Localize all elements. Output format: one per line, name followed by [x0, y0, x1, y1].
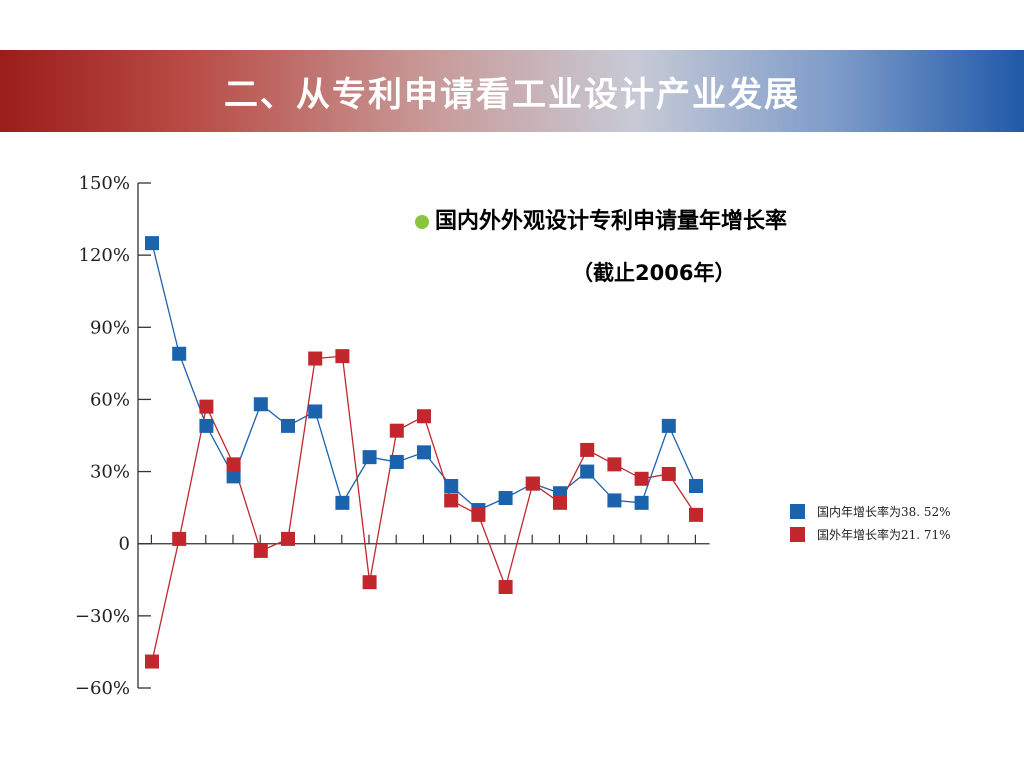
y-tick-label: 120% — [79, 245, 130, 266]
data-point-domestic — [580, 464, 595, 479]
data-point-foreign — [525, 476, 540, 491]
data-point-foreign — [226, 457, 241, 472]
data-point-domestic — [634, 495, 649, 510]
data-point-domestic — [226, 469, 241, 484]
data-point-foreign — [199, 399, 214, 414]
y-tick-label: 30% — [90, 462, 130, 483]
data-point-domestic — [689, 479, 703, 493]
page-title: 二、从专利申请看工业设计产业发展 — [224, 75, 800, 115]
data-point-foreign — [417, 409, 431, 424]
data-point-domestic — [199, 418, 214, 433]
series-line-foreign — [151, 355, 697, 662]
chart-title-text: 国内外外观设计专利申请量年增长率 — [435, 209, 788, 234]
data-point-domestic — [607, 493, 622, 508]
data-point-foreign — [444, 493, 459, 508]
legend-label-domestic: 国内年增长率为38. 52% — [817, 505, 951, 519]
data-point-foreign — [281, 531, 295, 546]
data-point-domestic — [335, 495, 350, 510]
data-point-domestic — [281, 418, 295, 433]
y-tick-label: 60% — [90, 389, 130, 410]
data-point-domestic — [417, 445, 431, 460]
y-tick-label: 0 — [119, 534, 130, 555]
legend-item-foreign: 国外年增长率为21. 71% — [790, 523, 951, 546]
legend-label-foreign: 国外年增长率为21. 71% — [817, 528, 951, 542]
y-tick-label: −30% — [75, 606, 130, 627]
data-point-foreign — [362, 575, 377, 590]
data-point-domestic — [172, 346, 187, 361]
data-point-domestic — [253, 397, 268, 412]
data-point-foreign — [553, 495, 567, 510]
data-point-foreign — [580, 442, 595, 457]
chart-title: 国内外外观设计专利申请量年增长率 — [415, 203, 787, 235]
legend: 国内年增长率为38. 52% 国外年增长率为21. 71% — [790, 500, 951, 546]
legend-swatch-foreign — [790, 527, 805, 542]
data-point-domestic — [661, 418, 676, 433]
data-point-domestic — [444, 479, 459, 493]
y-tick-label: −60% — [75, 678, 130, 699]
legend-swatch-domestic — [790, 504, 805, 519]
title-banner: 二、从专利申请看工业设计产业发展 — [0, 50, 1024, 132]
data-point-foreign — [172, 531, 187, 546]
data-point-domestic — [308, 404, 323, 419]
data-point-foreign — [498, 580, 513, 594]
y-tick-label: 150% — [79, 173, 130, 194]
data-point-foreign — [335, 349, 350, 364]
data-point-domestic — [498, 491, 513, 506]
chart-subtitle: （截止2006年） — [572, 261, 736, 285]
data-point-foreign — [308, 351, 323, 366]
data-point-foreign — [471, 507, 486, 522]
data-point-domestic — [145, 236, 159, 251]
legend-item-domestic: 国内年增长率为38. 52% — [790, 500, 951, 523]
data-point-foreign — [145, 654, 159, 669]
data-point-foreign — [607, 457, 622, 472]
data-point-domestic — [389, 454, 404, 469]
data-point-domestic — [362, 450, 377, 465]
data-point-foreign — [661, 466, 676, 481]
data-point-foreign — [634, 471, 649, 486]
data-point-foreign — [689, 507, 703, 522]
data-point-foreign — [253, 543, 268, 558]
data-point-foreign — [389, 423, 404, 438]
y-tick-label: 90% — [90, 317, 130, 338]
bullet-icon — [415, 215, 429, 229]
